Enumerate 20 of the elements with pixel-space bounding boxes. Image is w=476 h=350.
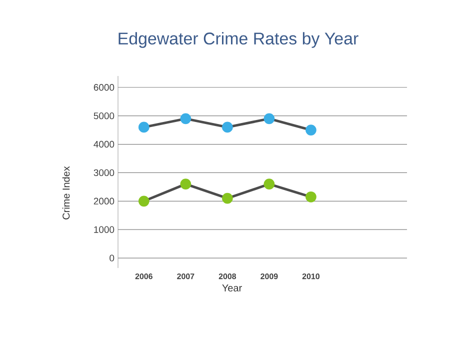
point [264,113,275,124]
point [138,122,150,133]
y-tick-label: 4000 [94,140,114,148]
point [222,122,233,133]
point [264,178,275,190]
y-tick-label: 1000 [94,226,114,233]
chart-title: Edgewater Crime Rates by Year [118,32,358,48]
point [138,196,150,207]
point [222,192,233,204]
y-axis-title: Crime Index [62,166,70,220]
point [306,124,316,136]
point [180,113,192,124]
x-axis-title: Year [222,284,242,292]
y-tick-label: 5000 [94,112,114,120]
point [306,191,316,202]
y-tick-label: 3000 [94,169,114,176]
point [180,178,192,190]
y-tick-label: 0 [110,254,114,262]
y-tick-label: 6000 [94,84,114,91]
y-tick-label: 2000 [94,198,114,205]
